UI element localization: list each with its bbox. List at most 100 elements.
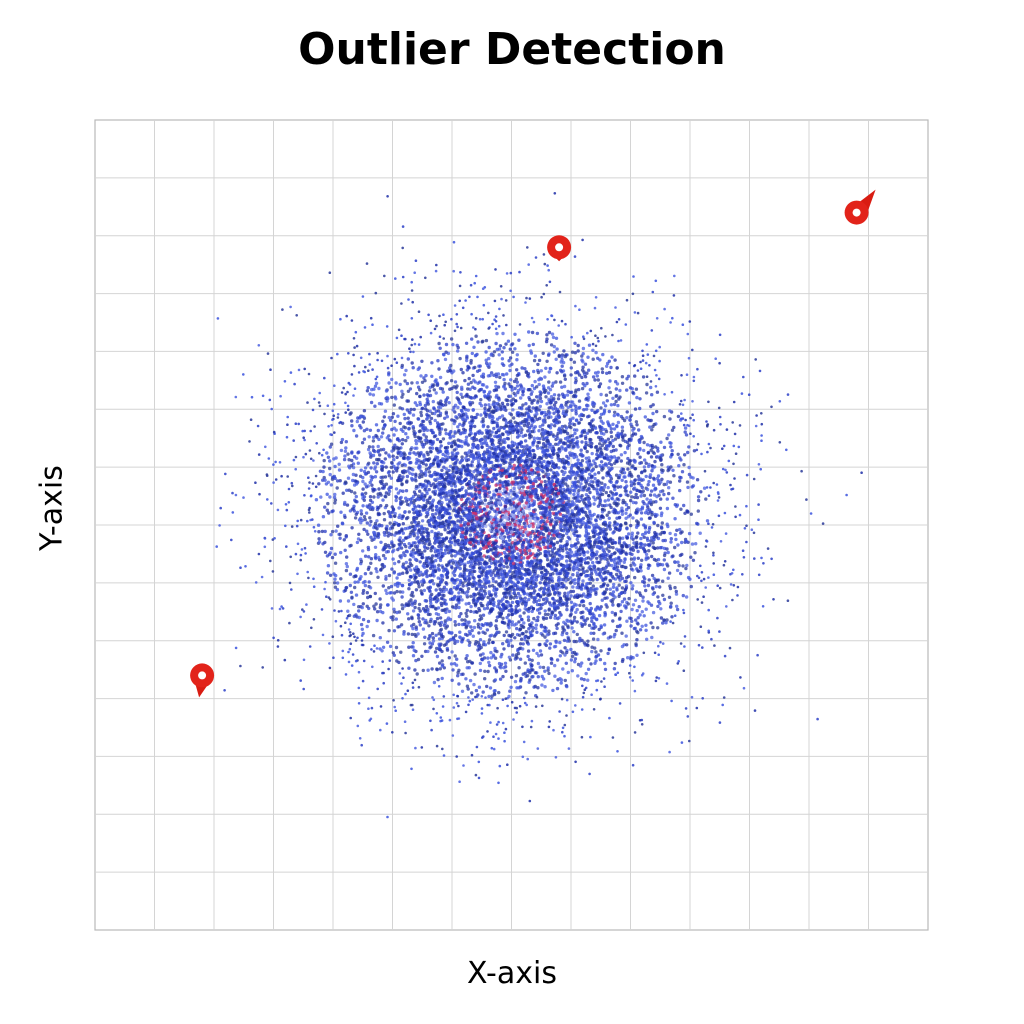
inlier-point — [473, 602, 478, 606]
inlier-point — [678, 553, 683, 558]
inlier-point — [345, 617, 349, 620]
inlier-point — [636, 481, 640, 486]
inlier-point — [652, 576, 656, 581]
inlier-point — [303, 367, 307, 371]
inlier-point — [731, 487, 735, 491]
inlier-point — [354, 494, 358, 499]
inlier-point — [654, 385, 658, 388]
inlier-point — [423, 488, 427, 492]
inlier-point — [595, 374, 599, 378]
inlier-point — [591, 578, 595, 582]
inlier-point — [409, 575, 413, 579]
inlier-point — [565, 353, 569, 357]
inlier-point — [641, 579, 645, 584]
inlier-point — [597, 339, 600, 343]
inlier-point — [360, 627, 364, 631]
inlier-point — [643, 458, 647, 462]
inlier-point — [613, 358, 617, 362]
inlier-point — [450, 451, 454, 455]
inlier-point — [625, 298, 629, 302]
inlier-point — [451, 734, 455, 737]
inlier-point — [604, 393, 609, 397]
inlier-point — [470, 628, 474, 633]
inlier-point — [335, 486, 339, 490]
inlier-point — [361, 549, 365, 553]
inlier-point — [477, 685, 482, 689]
inlier-point — [596, 336, 600, 340]
inlier-point — [571, 444, 575, 448]
inlier-point — [586, 678, 590, 682]
inlier-point — [563, 723, 567, 727]
inlier-point — [563, 646, 567, 650]
inlier-point — [617, 339, 620, 343]
inlier-point — [455, 390, 459, 395]
inlier-point — [456, 349, 460, 353]
inlier-point — [379, 540, 383, 544]
inlier-point — [548, 646, 552, 650]
inlier-point — [537, 607, 542, 611]
inlier-point — [326, 404, 330, 408]
inlier-point — [439, 716, 443, 719]
inlier-point — [623, 579, 627, 584]
inlier-point — [564, 547, 568, 551]
inlier-point — [553, 318, 556, 322]
inlier-point — [331, 635, 335, 638]
inlier-point — [552, 350, 556, 354]
inlier-point — [547, 671, 551, 676]
inlier-point — [711, 523, 715, 526]
inlier-point — [373, 384, 378, 388]
inlier-point — [658, 532, 663, 536]
inlier-point — [477, 631, 481, 635]
inlier-point — [418, 489, 422, 493]
inlier-point — [519, 396, 523, 400]
inlier-point — [384, 482, 389, 486]
inlier-point — [349, 716, 353, 720]
inlier-point — [389, 385, 393, 390]
inlier-point — [361, 479, 365, 484]
inlier-point — [461, 371, 465, 375]
inlier-point — [725, 605, 728, 608]
inlier-point — [322, 458, 326, 463]
inlier-point — [443, 416, 447, 420]
inlier-point — [588, 490, 592, 495]
inlier-point — [239, 664, 242, 668]
inlier-point — [317, 401, 321, 404]
inlier-point — [276, 639, 280, 642]
inlier-point — [565, 684, 569, 689]
inlier-point — [343, 500, 347, 505]
inlier-point — [487, 590, 491, 594]
inlier-point — [521, 533, 525, 538]
inlier-point — [400, 463, 404, 468]
inlier-point — [704, 497, 708, 501]
inlier-point — [364, 365, 367, 369]
inlier-point — [399, 495, 403, 500]
inlier-point — [758, 369, 762, 373]
inlier-point — [587, 577, 592, 581]
inlier-point — [467, 376, 471, 381]
inlier-point — [656, 449, 660, 453]
inlier-point — [379, 493, 383, 497]
inlier-point — [545, 491, 549, 496]
inlier-point — [512, 718, 515, 721]
inlier-point — [650, 513, 654, 517]
inlier-point — [704, 586, 707, 589]
inlier-point — [680, 374, 683, 377]
inlier-point — [607, 386, 611, 390]
inlier-point — [618, 616, 622, 620]
inlier-point — [522, 504, 526, 508]
inlier-point — [390, 415, 394, 419]
inlier-point — [569, 647, 573, 652]
inlier-point — [360, 634, 364, 637]
inlier-point — [307, 508, 311, 512]
inlier-point — [552, 403, 557, 407]
inlier-point — [566, 624, 570, 628]
inlier-point — [527, 263, 530, 266]
inlier-point — [778, 400, 782, 403]
inlier-point — [497, 781, 500, 785]
inlier-point — [642, 465, 647, 469]
inlier-point — [367, 435, 371, 439]
inlier-point — [404, 692, 407, 696]
inlier-point — [635, 629, 639, 633]
inlier-point — [860, 471, 863, 475]
inlier-point — [543, 642, 547, 646]
